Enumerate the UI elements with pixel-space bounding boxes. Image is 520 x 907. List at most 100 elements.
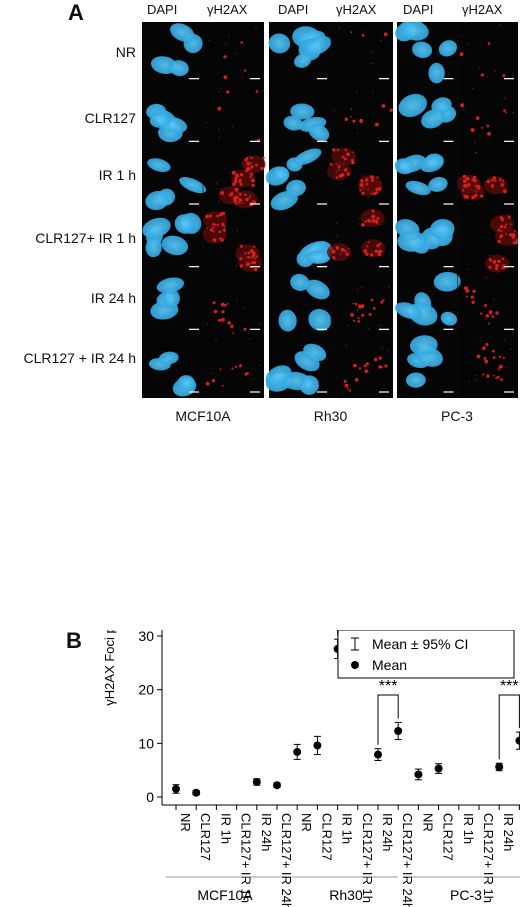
h2ax-focus bbox=[463, 194, 468, 199]
h2ax-focus bbox=[378, 249, 383, 253]
h2ax-focus bbox=[238, 244, 240, 247]
h2ax-focus bbox=[482, 346, 486, 351]
h2ax-focus bbox=[494, 267, 498, 271]
h2ax-focus bbox=[484, 359, 489, 364]
h2ax-focus bbox=[344, 149, 348, 152]
h2ax-focus bbox=[480, 73, 484, 77]
h2ax-focus bbox=[353, 363, 357, 368]
h2ax-focus bbox=[509, 233, 513, 237]
h2ax-focus bbox=[359, 218, 361, 220]
h2ax-focus bbox=[244, 69, 247, 72]
h2ax-focus bbox=[245, 169, 248, 173]
h2ax-focus bbox=[499, 364, 503, 369]
h2ax-focus bbox=[484, 304, 487, 307]
h2ax-focus bbox=[352, 302, 354, 305]
h2ax-focus bbox=[344, 117, 348, 121]
h2ax-focus bbox=[347, 247, 350, 250]
h2ax-focus bbox=[358, 306, 362, 309]
h2ax-focus bbox=[472, 175, 477, 179]
h2ax-focus bbox=[344, 383, 349, 388]
h2ax-focus bbox=[223, 226, 226, 228]
h2ax-focus bbox=[370, 175, 374, 180]
h2ax-focus bbox=[239, 173, 244, 177]
h2ax-focus bbox=[350, 107, 352, 110]
h2ax-focus bbox=[367, 241, 370, 244]
h2ax-focus bbox=[240, 41, 243, 44]
h2ax-focus bbox=[359, 183, 364, 187]
h2ax-focus bbox=[462, 179, 467, 183]
h2ax-focus bbox=[255, 163, 258, 167]
legend-mean-symbol bbox=[351, 661, 359, 669]
h2ax-focus bbox=[247, 255, 250, 259]
microscopy-grid bbox=[142, 22, 518, 398]
h2ax-focus bbox=[374, 249, 378, 253]
h2ax-focus bbox=[474, 184, 477, 187]
h2ax-focus bbox=[389, 108, 393, 112]
h2ax-focus bbox=[370, 298, 374, 302]
x-tick-label: IR 1h bbox=[218, 813, 233, 844]
h2ax-focus bbox=[486, 76, 488, 78]
h2ax-focus bbox=[244, 372, 248, 376]
h2ax-focus bbox=[370, 253, 374, 257]
h2ax-focus bbox=[248, 197, 250, 200]
h2ax-focus bbox=[488, 310, 493, 315]
h2ax-focus bbox=[249, 204, 251, 207]
h2ax-focus bbox=[467, 182, 471, 187]
significance-bracket bbox=[377, 694, 399, 745]
h2ax-focus bbox=[349, 389, 352, 392]
h2ax-focus bbox=[345, 344, 347, 347]
h2ax-focus bbox=[467, 42, 469, 45]
h2ax-focus bbox=[380, 300, 384, 304]
dapi-nucleus bbox=[294, 148, 322, 166]
h2ax-focus bbox=[485, 343, 489, 346]
dapi-nucleus bbox=[308, 308, 332, 331]
mean-point bbox=[515, 736, 520, 745]
h2ax-focus bbox=[376, 244, 380, 248]
h2ax-focus bbox=[485, 123, 488, 126]
h2ax-focus bbox=[505, 223, 508, 226]
condition-label: CLR127 bbox=[84, 110, 136, 126]
panel-b-letter: B bbox=[66, 628, 82, 653]
h2ax-focus bbox=[234, 187, 239, 192]
h2ax-focus bbox=[382, 299, 385, 302]
h2ax-focus bbox=[217, 106, 222, 111]
h2ax-focus bbox=[505, 111, 507, 114]
h2ax-focus bbox=[512, 111, 514, 114]
h2ax-focus bbox=[235, 265, 237, 267]
h2ax-focus bbox=[368, 371, 370, 373]
dapi-nucleus bbox=[268, 33, 291, 54]
h2ax-focus bbox=[212, 238, 217, 242]
channel-label-h2ax: γH2AX bbox=[336, 2, 377, 17]
h2ax-focus bbox=[366, 245, 369, 248]
legend-mean-label: Mean bbox=[372, 657, 407, 673]
h2ax-focus bbox=[485, 314, 490, 318]
h2ax-focus bbox=[498, 368, 501, 371]
h2ax-focus bbox=[488, 258, 492, 262]
y-tick-label: 0 bbox=[146, 789, 154, 805]
mean-point bbox=[293, 747, 302, 756]
dapi-nucleus bbox=[412, 41, 433, 59]
h2ax-focus bbox=[371, 178, 374, 182]
x-tick-label: CLR127+ IR 1h bbox=[239, 813, 254, 903]
h2ax-focus bbox=[468, 381, 470, 383]
h2ax-focus bbox=[229, 172, 231, 174]
h2ax-focus bbox=[365, 362, 369, 366]
h2ax-focus bbox=[215, 339, 217, 342]
h2ax-focus bbox=[236, 299, 238, 302]
h2ax-focus bbox=[347, 388, 349, 390]
h2ax-focus bbox=[373, 357, 378, 362]
dapi-nucleus bbox=[278, 309, 297, 332]
h2ax-focus bbox=[507, 215, 511, 219]
dapi-nucleus bbox=[145, 237, 162, 258]
foci-chart: 0102030405060γH2AX Foci per nucleusNRCLR… bbox=[102, 630, 520, 907]
mean-point bbox=[273, 781, 281, 790]
h2ax-focus bbox=[470, 128, 475, 133]
h2ax-focus bbox=[240, 244, 242, 247]
dapi-nucleus bbox=[438, 40, 457, 57]
h2ax-focus bbox=[380, 325, 382, 327]
h2ax-focus bbox=[229, 192, 234, 197]
dapi-nucleus bbox=[177, 375, 195, 391]
h2ax-focus bbox=[213, 309, 218, 314]
h2ax-focus bbox=[223, 75, 228, 80]
h2ax-focus bbox=[500, 218, 504, 222]
